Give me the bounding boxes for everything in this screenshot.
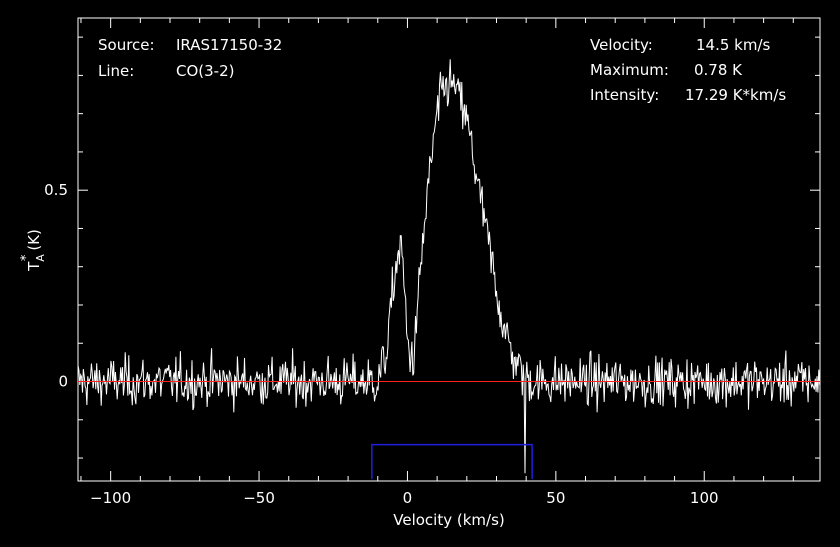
y-tick-label: 0.5 bbox=[44, 181, 68, 199]
y-axis-label-main: T bbox=[25, 261, 43, 272]
y-axis-label-unit: (K) bbox=[25, 229, 43, 251]
maximum-value: 0.78 K bbox=[694, 61, 743, 79]
line-label: Line: bbox=[98, 62, 134, 80]
x-axis-label: Velocity (km/s) bbox=[393, 511, 504, 529]
x-tick-label: 100 bbox=[690, 489, 719, 507]
spectrum-line bbox=[77, 59, 821, 474]
line-value: CO(3-2) bbox=[176, 62, 234, 80]
tick-marks bbox=[78, 18, 820, 481]
intensity-label: Intensity: bbox=[590, 86, 659, 104]
integration-window-bracket bbox=[371, 443, 533, 480]
plot-frame bbox=[77, 17, 821, 482]
x-tick-label: 0 bbox=[403, 489, 413, 507]
tick-labels: −100 −50 0 50 100 0 0.5 bbox=[44, 181, 718, 507]
x-tick-label: −100 bbox=[90, 489, 131, 507]
intensity-value: 17.29 K*km/s bbox=[685, 86, 786, 104]
source-label: Source: bbox=[98, 36, 155, 54]
x-tick-label: 50 bbox=[546, 489, 565, 507]
velocity-value: 14.5 km/s bbox=[696, 36, 771, 54]
y-axis-label-sub: A bbox=[34, 254, 47, 262]
svg-text:TA*(K): TA* (K) bbox=[19, 229, 47, 272]
source-value: IRAS17150-32 bbox=[176, 36, 282, 54]
y-tick-label: 0 bbox=[58, 373, 68, 391]
x-tick-label: −50 bbox=[243, 489, 275, 507]
y-axis-label-sup: * bbox=[19, 254, 34, 261]
velocity-label: Velocity: bbox=[590, 36, 653, 54]
y-axis-label: TA* (K) bbox=[19, 229, 47, 272]
maximum-label: Maximum: bbox=[590, 61, 669, 79]
